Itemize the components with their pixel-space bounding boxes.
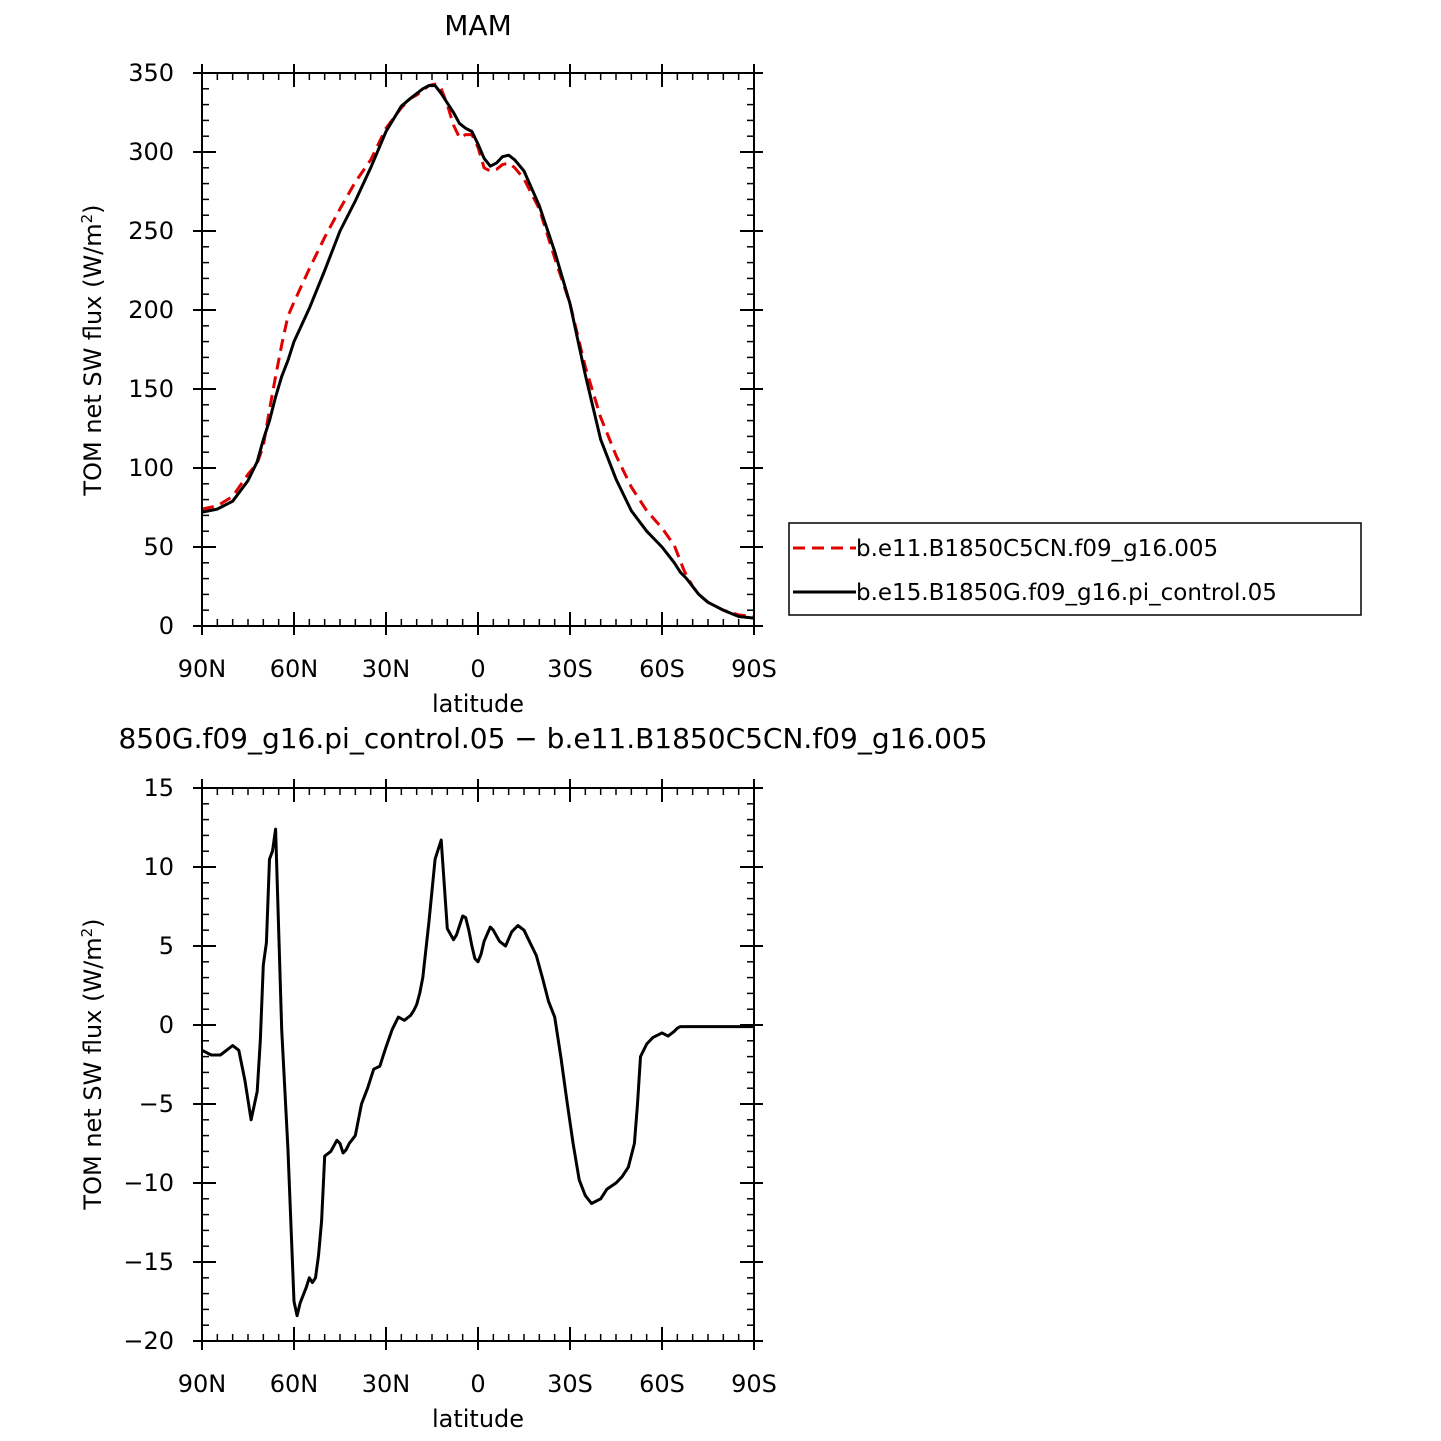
panel-top-mam: MAM 90N 60N 30N 0 30S 60S 90S 0 50 100 150 200 250 30… bbox=[78, 9, 777, 718]
bottom-x-tick-label: 0 bbox=[470, 1370, 485, 1398]
bottom-x-tick-label: 90S bbox=[731, 1370, 777, 1398]
bottom-y-tick-label: 15 bbox=[143, 774, 174, 802]
bottom-y-tick-label: 0 bbox=[159, 1011, 174, 1039]
bottom-ticks-group: 90N 60N 30N 0 30S 60S 90S −20 −15 −10 −5 0 5 10 15 bbox=[123, 774, 777, 1398]
top-y-tick-label: 0 bbox=[159, 612, 174, 640]
bottom-y-tick-label: −5 bbox=[139, 1090, 174, 1118]
bottom-x-tick-label: 60S bbox=[639, 1370, 685, 1398]
chart-title-top: MAM bbox=[444, 9, 511, 42]
top-series-line-1 bbox=[201, 82, 755, 618]
top-x-tick-label: 60N bbox=[270, 655, 319, 683]
bottom-y-tick-label: −10 bbox=[123, 1169, 174, 1197]
x-axis-label-top: latitude bbox=[432, 690, 524, 718]
panel-bottom-difference: 850G.f09_g16.pi_control.05 − b.e11.B1850… bbox=[78, 722, 988, 1433]
chart-title-bottom: 850G.f09_g16.pi_control.05 − b.e11.B1850… bbox=[118, 722, 987, 755]
bottom-series-group bbox=[201, 827, 754, 1318]
top-x-tick-label: 60S bbox=[639, 655, 685, 683]
bottom-y-tick-label: −20 bbox=[123, 1327, 174, 1355]
top-x-tick-label: 30N bbox=[362, 655, 411, 683]
top-y-tick-label: 300 bbox=[128, 138, 174, 166]
top-y-tick-label: 250 bbox=[128, 217, 174, 245]
bottom-series-line-1 bbox=[201, 827, 754, 1318]
x-axis-label-bottom: latitude bbox=[432, 1405, 524, 1433]
bottom-x-tick-label: 60N bbox=[270, 1370, 319, 1398]
y-axis-label-bottom: TOM net SW flux (W/m2) bbox=[78, 918, 107, 1210]
top-y-tick-label: 350 bbox=[128, 59, 174, 87]
bottom-y-tick-label: 10 bbox=[143, 853, 174, 881]
legend: b.e11.B1850C5CN.f09_g16.005 b.e15.B1850G… bbox=[788, 522, 1362, 616]
top-x-tick-label: 90S bbox=[731, 655, 777, 683]
plot-frame-top bbox=[201, 72, 755, 627]
bottom-x-tick-label: 30S bbox=[547, 1370, 593, 1398]
top-x-tick-label: 30S bbox=[547, 655, 593, 683]
top-y-tick-label: 50 bbox=[143, 533, 174, 561]
y-axis-label-top: TOM net SW flux (W/m2) bbox=[78, 204, 107, 496]
legend-box bbox=[788, 522, 1362, 616]
top-ticks-group: 90N 60N 30N 0 30S 60S 90S 0 50 100 150 200 250 300 350 bbox=[128, 59, 777, 683]
bottom-x-tick-label: 30N bbox=[362, 1370, 411, 1398]
top-y-tick-label: 150 bbox=[128, 375, 174, 403]
bottom-x-tick-label: 90N bbox=[178, 1370, 227, 1398]
legend-label-series-2: b.e15.B1850G.f09_g16.pi_control.05 bbox=[856, 580, 1277, 606]
top-series-line-2 bbox=[201, 84, 755, 620]
top-series-group bbox=[201, 82, 755, 620]
top-y-tick-label: 100 bbox=[128, 454, 174, 482]
bottom-y-tick-label: −15 bbox=[123, 1248, 174, 1276]
top-y-tick-label: 200 bbox=[128, 296, 174, 324]
top-x-tick-label: 0 bbox=[470, 655, 485, 683]
bottom-y-tick-label: 5 bbox=[159, 932, 174, 960]
top-x-tick-label: 90N bbox=[178, 655, 227, 683]
legend-label-series-1: b.e11.B1850C5CN.f09_g16.005 bbox=[856, 536, 1218, 562]
